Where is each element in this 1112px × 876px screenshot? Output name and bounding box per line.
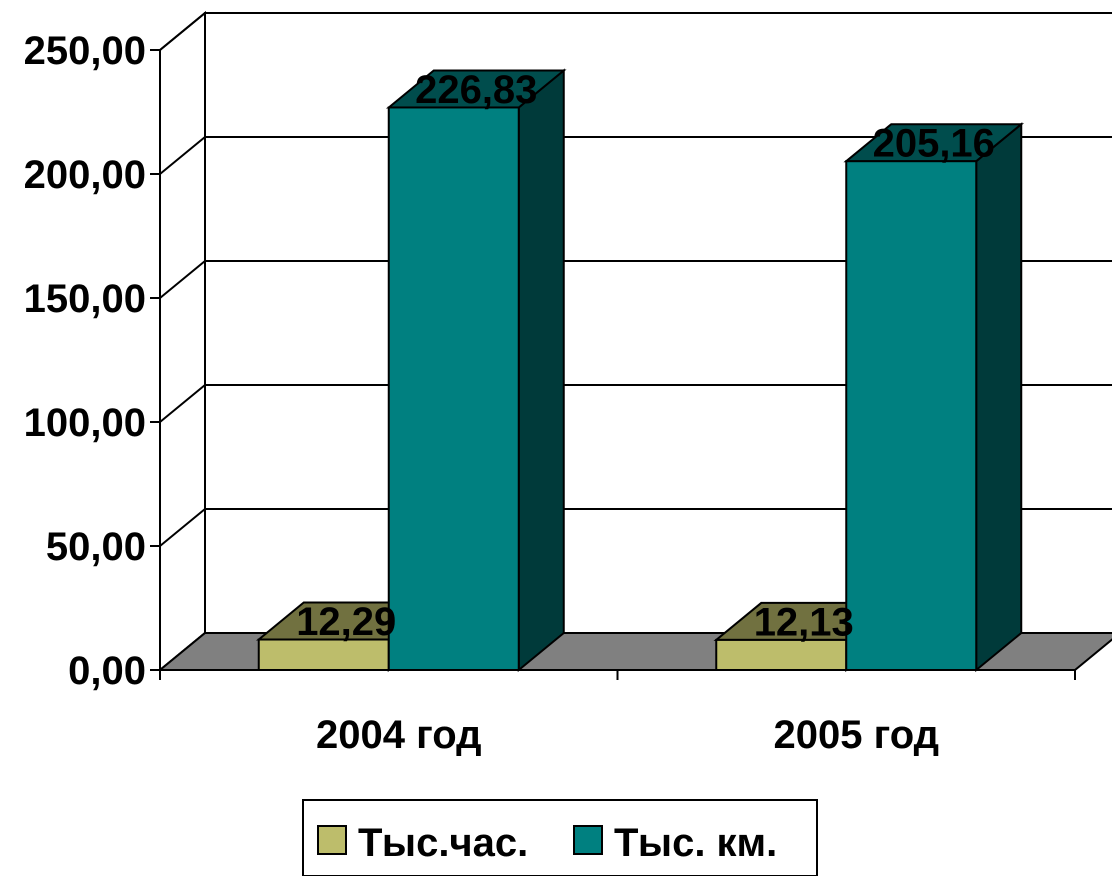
bar-front [387, 106, 520, 671]
legend-swatch-series-1 [317, 825, 347, 855]
bar [843, 122, 1025, 673]
bars [255, 68, 1025, 673]
bar-front [845, 160, 978, 672]
x-tick-label: 2004 год [316, 713, 482, 757]
y-tick-label: 200,00 [24, 153, 146, 197]
legend-label-series-2: Тыс. км. [614, 821, 777, 865]
bar-front [715, 638, 848, 672]
legend: Тыс.час. Тыс. км. [302, 799, 818, 876]
labels: 0,00 50,00 100,00 150,00 200,00 250,00 12,29 22… [24, 29, 995, 757]
legend-swatch-series-2 [573, 825, 603, 855]
gridline [159, 260, 1112, 299]
y-tick-label: 50,00 [46, 525, 146, 569]
data-label: 205,16 [873, 122, 995, 166]
bar-front [257, 638, 390, 672]
data-label: 226,83 [415, 68, 537, 112]
gridline [159, 384, 1112, 423]
data-label: 12,13 [754, 600, 854, 644]
data-label: 12,29 [296, 600, 396, 644]
gridline [159, 508, 1112, 547]
bar-side [517, 68, 565, 673]
y-tick-label: 100,00 [24, 401, 146, 445]
bar [385, 68, 567, 673]
gridline [159, 136, 1112, 175]
y-tick-label: 150,00 [24, 277, 146, 321]
y-tick-label: 0,00 [68, 649, 146, 693]
y-tick-label: 250,00 [24, 29, 146, 73]
gridline [159, 12, 1112, 51]
legend-label-series-1: Тыс.час. [358, 821, 528, 865]
legend-box [302, 799, 818, 876]
side-wall [159, 10, 206, 673]
x-tick-label: 2005 год [773, 713, 939, 757]
bar-side [975, 122, 1023, 673]
